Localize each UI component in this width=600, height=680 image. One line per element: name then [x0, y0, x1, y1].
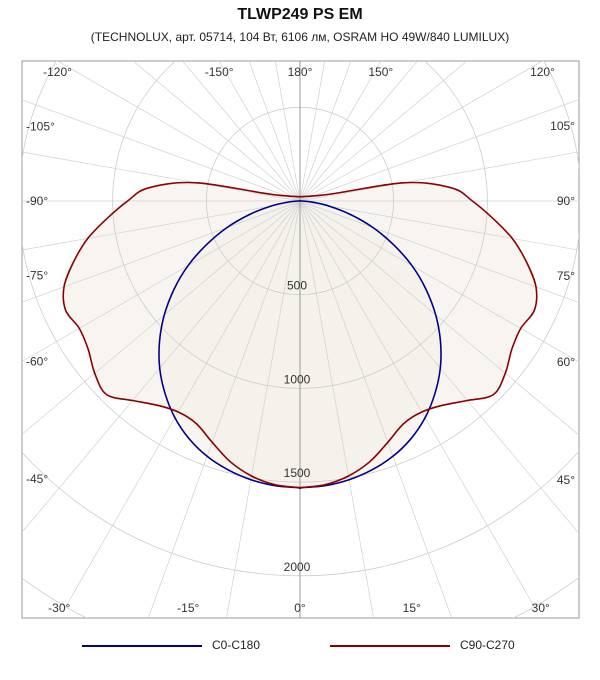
legend-swatch-c90-c270 — [330, 645, 450, 647]
angle-gridline — [299, 200, 579, 251]
angle-gridline — [22, 151, 301, 202]
angle-gridline — [22, 99, 301, 202]
angle-gridline — [22, 200, 301, 533]
angle-gridline — [218, 61, 301, 202]
angle-gridline — [22, 200, 301, 251]
angle-gridline — [65, 200, 301, 607]
angle-gridline — [299, 61, 468, 202]
angle-gridline — [299, 200, 579, 535]
legend: C0-C180 C90-C270 — [0, 636, 600, 656]
legend-label-c0-c180: C0-C180 — [212, 638, 261, 652]
angle-tick-label: -30° — [48, 601, 70, 615]
chart-subtitle: (TECHNOLUX, арт. 05714, 104 Вт, 6106 лм,… — [90, 30, 510, 44]
angle-tick-label: 15° — [403, 601, 421, 615]
angle-gridline — [299, 200, 453, 618]
angle-gridline — [248, 61, 301, 202]
angle-tick-label: 75° — [557, 269, 575, 283]
angle-gridline — [299, 151, 579, 202]
series-line-c0-c180 — [158, 200, 442, 489]
angle-gridline — [132, 61, 301, 202]
angle-gridline — [299, 200, 535, 607]
radial-tick-label: 1000 — [284, 372, 311, 386]
angle-tick-label: 150° — [368, 65, 393, 79]
angle-gridline — [56, 61, 301, 202]
angle-tick-label: -45° — [26, 472, 48, 486]
angle-gridline — [299, 200, 579, 363]
angle-gridline — [299, 200, 579, 436]
angle-gridline — [299, 99, 579, 202]
angle-tick-label: 30° — [532, 601, 550, 615]
angle-tick-label: 120° — [530, 65, 555, 79]
angle-tick-label: -90° — [26, 194, 48, 208]
angle-tick-label: 105° — [550, 119, 575, 133]
angle-tick-label: -15° — [177, 601, 199, 615]
angle-tick-label: -120° — [43, 65, 72, 79]
angle-gridline — [22, 200, 301, 362]
angle-gridline — [299, 200, 374, 618]
angle-tick-label: -105° — [26, 120, 55, 134]
angle-gridline — [22, 200, 301, 435]
angle-tick-label: 180° — [288, 65, 313, 79]
angle-tick-label: 45° — [557, 473, 575, 487]
angle-gridline — [274, 61, 301, 202]
angle-gridline — [299, 61, 544, 202]
angle-gridline — [299, 61, 352, 202]
legend-label-c90-c270: C90-C270 — [460, 638, 515, 652]
angle-gridline — [226, 200, 301, 618]
angle-gridline — [299, 61, 382, 202]
angle-tick-label: 0° — [294, 601, 306, 615]
series-line-c90-c270 — [62, 181, 538, 489]
angle-tick-label: 60° — [557, 355, 575, 369]
angle-tick-label: 90° — [557, 194, 575, 208]
radial-tick-label: 500 — [287, 279, 307, 293]
chart-title: TLWP249 PS EM — [237, 6, 363, 23]
angle-tick-label: -60° — [26, 355, 48, 369]
angle-gridline — [147, 200, 301, 618]
angle-gridline — [182, 61, 301, 202]
legend-swatch-c0-c180 — [82, 645, 202, 647]
angle-tick-label: -75° — [26, 268, 48, 282]
angle-gridline — [299, 61, 326, 202]
radial-tick-label: 2000 — [284, 560, 311, 574]
radial-tick-label: 1500 — [284, 466, 311, 480]
angle-tick-label: -150° — [205, 65, 234, 79]
angle-gridline — [299, 61, 418, 202]
